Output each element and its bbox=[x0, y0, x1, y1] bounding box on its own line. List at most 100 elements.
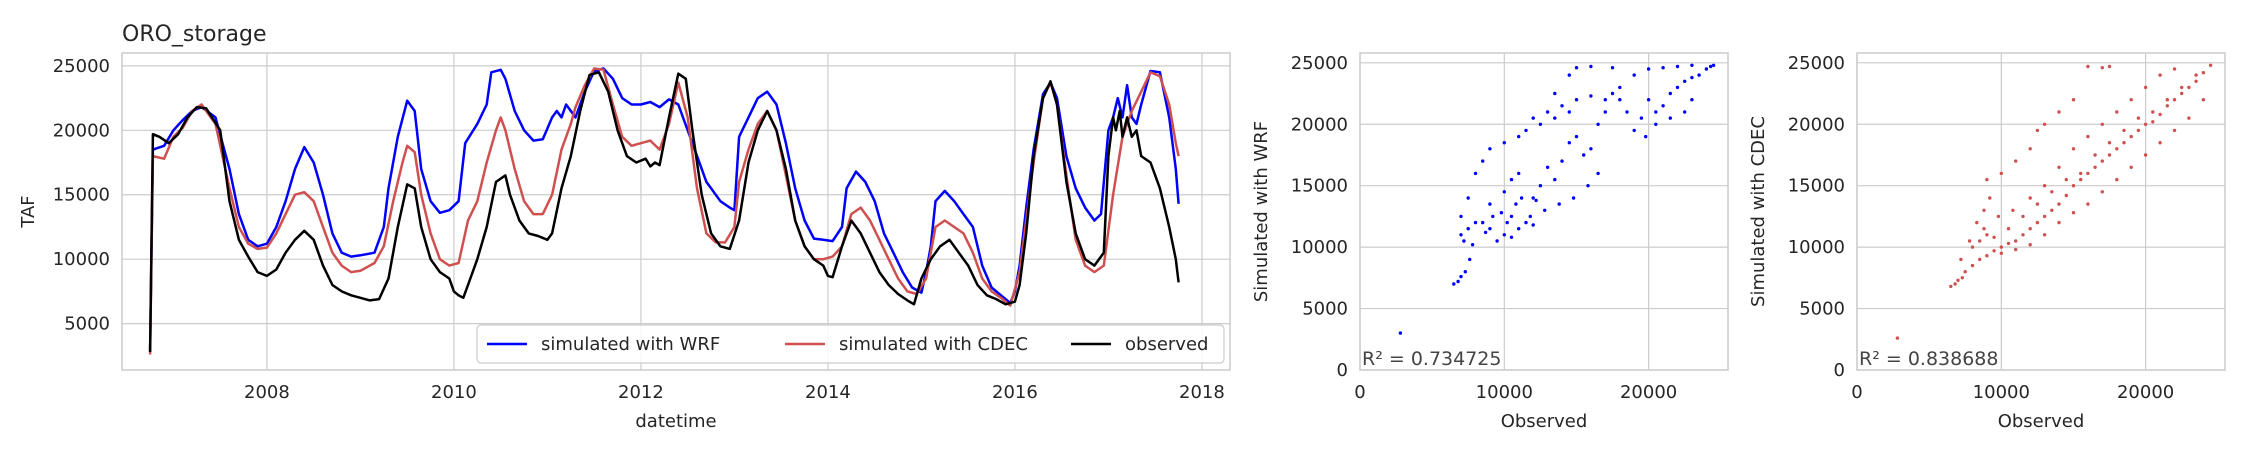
plot-frame bbox=[121, 52, 1231, 371]
scatter-point bbox=[1502, 141, 1507, 145]
scatter-point bbox=[1466, 196, 1470, 200]
scatter-point bbox=[2100, 190, 2104, 194]
scatter-point bbox=[2042, 233, 2047, 237]
x-tick-label: 0 bbox=[1851, 382, 1862, 403]
scatter-point bbox=[2064, 177, 2068, 182]
y-tick-label: 10000 bbox=[53, 249, 110, 270]
scatter-point bbox=[1531, 223, 1535, 227]
scatter-point bbox=[2208, 63, 2213, 67]
y-axis-label: TAF bbox=[18, 195, 39, 228]
y-tick-label: 10000 bbox=[1788, 237, 1845, 258]
y-tick-label: 10000 bbox=[1291, 237, 1348, 258]
scatter-point bbox=[2107, 141, 2112, 145]
scatter-point bbox=[1704, 67, 1709, 71]
scatter-point bbox=[1999, 251, 2004, 255]
scatter-point bbox=[1967, 239, 1972, 243]
scatter-point bbox=[2194, 79, 2198, 84]
scatter-point bbox=[1982, 227, 1986, 231]
scatter-point bbox=[2187, 85, 2191, 90]
scatter-point bbox=[2115, 177, 2119, 182]
scatter-point bbox=[2165, 98, 2169, 102]
scatter-point bbox=[1956, 278, 1960, 282]
scatter-point bbox=[1473, 220, 1478, 225]
y-tick-label: 15000 bbox=[1788, 176, 1845, 197]
scatter-point bbox=[1531, 116, 1535, 120]
y-tick-label: 15000 bbox=[53, 185, 110, 206]
scatter-point bbox=[1711, 63, 1716, 67]
scatter-point bbox=[1553, 177, 1557, 182]
y-tick-label: 25000 bbox=[1788, 53, 1845, 74]
scatter-point bbox=[1567, 141, 1572, 145]
scatter-point bbox=[1488, 147, 1492, 151]
scatter-point bbox=[1618, 85, 1622, 90]
scatter-point bbox=[2115, 110, 2119, 114]
scatter-point bbox=[2086, 134, 2090, 139]
scatter-point bbox=[1574, 98, 1579, 102]
scatter-point bbox=[2014, 159, 2018, 163]
scatter-point bbox=[1553, 91, 1557, 96]
scatter-point bbox=[1596, 171, 1600, 176]
legend-label: observed bbox=[1125, 334, 1208, 355]
scatter-point bbox=[1531, 196, 1535, 200]
scatter-point bbox=[1538, 122, 1543, 127]
scatter-point bbox=[2172, 67, 2177, 71]
scatter-point bbox=[1949, 284, 1953, 289]
scatter-point bbox=[2143, 122, 2148, 127]
scatter-point bbox=[1675, 85, 1680, 90]
legend-label: simulated with WRF bbox=[541, 334, 720, 355]
series-line bbox=[148, 67, 1180, 355]
scatter-point bbox=[2057, 202, 2061, 206]
scatter-point bbox=[1452, 282, 1456, 286]
scatter-point bbox=[1459, 233, 1463, 237]
y-tick-label: 20000 bbox=[1788, 114, 1845, 135]
scatter-point bbox=[1543, 208, 1547, 212]
scatter-point bbox=[2035, 220, 2040, 225]
scatter-point bbox=[1495, 239, 1499, 243]
scatter-point bbox=[1589, 147, 1593, 151]
scatter-point bbox=[2129, 98, 2133, 102]
scatter-point bbox=[1553, 116, 1557, 120]
scatter-point bbox=[1571, 196, 1576, 200]
scatter-point bbox=[1654, 110, 1658, 114]
scatter-point bbox=[1970, 245, 1975, 249]
scatter-point bbox=[2151, 120, 2155, 124]
scatter-point bbox=[1481, 220, 1485, 225]
scatter-point bbox=[1502, 190, 1507, 194]
scatter-point bbox=[2093, 165, 2097, 169]
scatter-point bbox=[2158, 141, 2162, 145]
scatter-point bbox=[1589, 94, 1593, 98]
scatter-point bbox=[1610, 91, 1615, 96]
x-tick-label: 20000 bbox=[1620, 382, 1677, 403]
x-tick-label: 10000 bbox=[1476, 382, 1533, 403]
y-tick-label: 20000 bbox=[53, 120, 110, 141]
scatter-point bbox=[2021, 233, 2025, 237]
scatter-point bbox=[1690, 98, 1694, 102]
scatter-point bbox=[2201, 98, 2206, 102]
scatter-point bbox=[2011, 208, 2015, 212]
scatter-point bbox=[2042, 184, 2047, 188]
scatter-point bbox=[1970, 263, 1975, 268]
scatter-point bbox=[2014, 239, 2018, 243]
scatter-point bbox=[2071, 184, 2076, 188]
scatter-point bbox=[1625, 110, 1629, 114]
scatter-point bbox=[2151, 110, 2155, 114]
scatter-point bbox=[1690, 63, 1694, 67]
scatter-point bbox=[1488, 202, 1492, 206]
scatter-point bbox=[2006, 227, 2011, 231]
scatter-point bbox=[2122, 141, 2126, 145]
x-tick-label: 2008 bbox=[244, 382, 290, 403]
scatter-point bbox=[2100, 159, 2104, 163]
timeseries-panel: 2008 2010 2012 2014 2016 2018 5000 10000 15000 20… bbox=[18, 22, 1231, 432]
scatter-point bbox=[2050, 208, 2054, 212]
x-axis-label: datetime bbox=[635, 411, 716, 432]
scatter-point bbox=[1545, 165, 1550, 169]
legend: simulated with WRF simulated with CDEC obs… bbox=[476, 324, 1225, 364]
scatter-point bbox=[2042, 122, 2047, 127]
x-tick-label: 2012 bbox=[618, 382, 664, 403]
scatter-point bbox=[1632, 128, 1636, 133]
x-tick-label: 2010 bbox=[431, 382, 477, 403]
scatter-point bbox=[2071, 211, 2076, 215]
scatter-point bbox=[2129, 134, 2133, 139]
scatter-point bbox=[1468, 257, 1472, 262]
